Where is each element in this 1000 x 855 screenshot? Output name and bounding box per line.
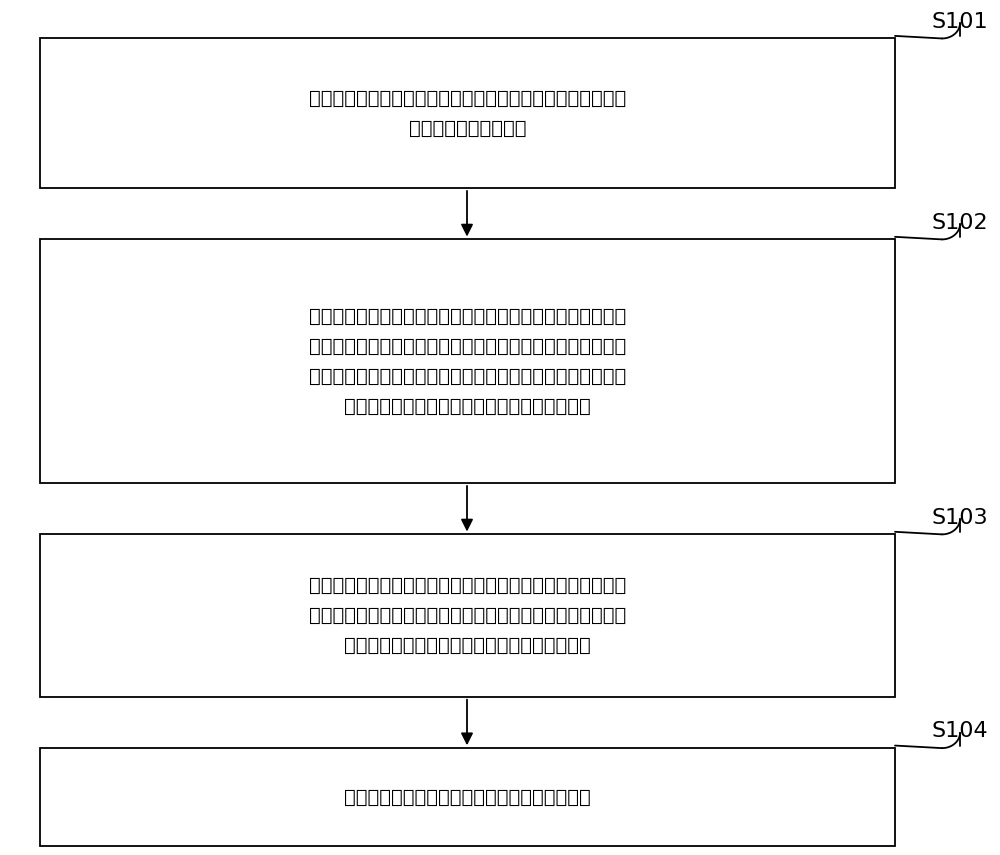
Text: 的多元线性回归函数进行迭代求解，得到每个路径对应的第二: 的多元线性回归函数进行迭代求解，得到每个路径对应的第二 bbox=[309, 337, 626, 356]
Text: S101: S101 bbox=[932, 12, 988, 32]
Text: 运动起点位置运动到运动终点位置所占用的时间: 运动起点位置运动到运动终点位置所占用的时间 bbox=[344, 636, 591, 655]
Text: 根据各个运动终点位置得到目标的运动预测范围: 根据各个运动终点位置得到目标的运动预测范围 bbox=[344, 787, 591, 807]
Text: 利用粒子群方法对根据环境属性信息和第一路径长度信息构建: 利用粒子群方法对根据环境属性信息和第一路径长度信息构建 bbox=[309, 307, 626, 326]
Text: 间，确定目标对应的各个运动终点位置，运动总时间为目标由: 间，确定目标对应的各个运动终点位置，运动总时间为目标由 bbox=[309, 606, 626, 625]
Text: 获取设置在实际区域内可供目标选择的各个路径的环境属性信: 获取设置在实际区域内可供目标选择的各个路径的环境属性信 bbox=[309, 89, 626, 108]
Text: S104: S104 bbox=[932, 722, 988, 741]
FancyBboxPatch shape bbox=[40, 534, 895, 697]
FancyBboxPatch shape bbox=[40, 38, 895, 188]
Text: 路径长度信息，多元线性回归函数的自变量为环境属性信息，: 路径长度信息，多元线性回归函数的自变量为环境属性信息， bbox=[309, 367, 626, 386]
FancyBboxPatch shape bbox=[40, 239, 895, 483]
Text: 根据各个第二路径长度信息、目标的运动起点位置和运动总时: 根据各个第二路径长度信息、目标的运动起点位置和运动总时 bbox=[309, 576, 626, 595]
Text: S102: S102 bbox=[932, 213, 988, 233]
Text: 多元线性回归函数的因变量为第一路径长度信息: 多元线性回归函数的因变量为第一路径长度信息 bbox=[344, 397, 591, 416]
FancyBboxPatch shape bbox=[40, 748, 895, 846]
Text: S103: S103 bbox=[932, 508, 988, 528]
Text: 息和第一路径长度信息: 息和第一路径长度信息 bbox=[409, 119, 526, 138]
